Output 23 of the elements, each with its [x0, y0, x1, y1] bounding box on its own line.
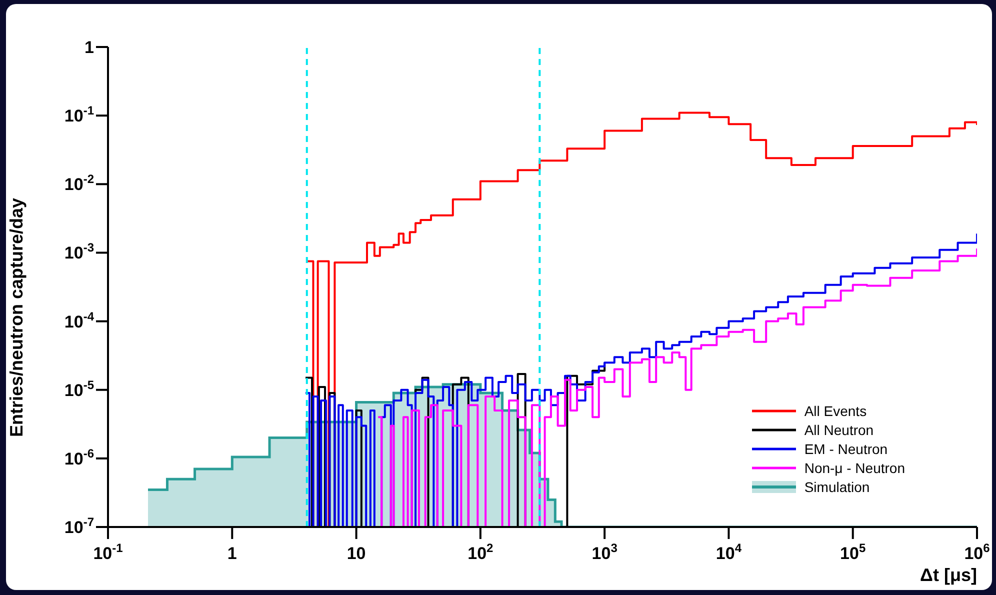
y-tick-label: 10$^{-5}$: [64, 378, 94, 400]
x-tick-label: 10$^{2}$: [468, 541, 494, 563]
y-tick-label: 1: [84, 38, 94, 57]
x-tick-label: 10$^{3}$: [592, 541, 618, 563]
legend-label: Simulation: [804, 479, 870, 495]
y-axis-title: Entries/neutron capture/day: [6, 198, 26, 437]
y-tick-label: 10$^{-3}$: [64, 240, 94, 263]
y-tick-label: 10$^{-4}$: [64, 309, 94, 332]
y-tick-label: 10$^{-1}$: [64, 104, 94, 126]
legend-label: All Events: [804, 403, 867, 419]
x-tick-label: 10$^{5}$: [840, 541, 866, 563]
y-tick-label: 10$^{-6}$: [64, 446, 94, 468]
x-tick-label: 10: [346, 544, 366, 563]
legend-label: All Neutron: [804, 422, 874, 438]
legend-label: EM - Neutron: [804, 441, 888, 457]
x-axis-title: Δt [μs]: [920, 565, 977, 585]
x-tick-label: 10$^{6}$: [964, 541, 990, 563]
x-tick-label: 10$^{4}$: [716, 541, 742, 563]
x-tick-label: 1: [227, 544, 237, 563]
y-tick-label: 10$^{-2}$: [64, 172, 94, 194]
y-tick-label: 10$^{-7}$: [64, 515, 94, 537]
x-tick-label: 10$^{-1}$: [93, 541, 124, 563]
legend-label: Non-μ - Neutron: [804, 460, 905, 476]
